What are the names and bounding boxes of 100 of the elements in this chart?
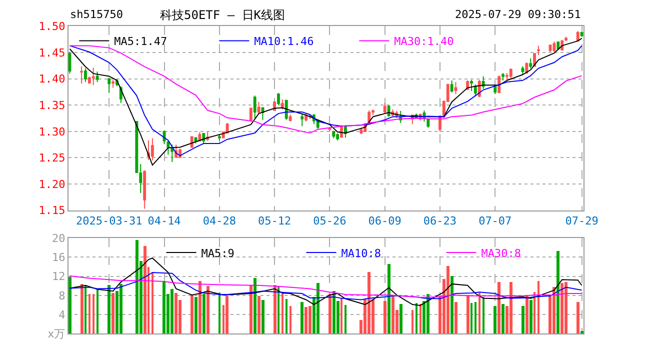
text: 2025-07-29 09:30:51 [455, 8, 581, 21]
y-tick-label: 1.35 [38, 98, 66, 112]
candlestick [300, 113, 304, 127]
chart-subtitle: sh515750 [70, 8, 123, 21]
x-tick-label: 05-26 [313, 214, 346, 228]
bar [281, 293, 284, 334]
candlestick [556, 40, 560, 50]
candlestick [190, 136, 194, 148]
bar [446, 266, 450, 334]
bar [304, 307, 308, 334]
bar [387, 264, 390, 334]
candlestick [560, 39, 564, 51]
bar [308, 306, 312, 334]
bar [206, 286, 210, 334]
bar [194, 297, 198, 334]
bar [249, 285, 252, 334]
bar [529, 300, 532, 334]
bar [111, 293, 114, 334]
candlestick [470, 79, 473, 92]
y-tick-label: 1.45 [38, 46, 66, 60]
bar [482, 297, 484, 334]
bar [560, 283, 564, 334]
candlestick [108, 77, 111, 94]
bar [300, 302, 304, 334]
y-tick-label: 1.20 [38, 178, 66, 191]
bar [501, 304, 504, 334]
bar [525, 295, 528, 334]
legend-label: MA5:9 [201, 246, 234, 260]
bar [88, 294, 90, 334]
bar [497, 282, 500, 334]
legend-label: MA10:1.46 [254, 35, 314, 48]
candlestick [84, 68, 87, 82]
x-tick-label: 04-28 [202, 214, 236, 228]
candlestick [498, 75, 501, 94]
candlestick [80, 66, 84, 84]
candlestick [360, 127, 363, 135]
bar [564, 282, 568, 334]
candlestick [494, 84, 497, 95]
y-tick-label: 1.30 [38, 125, 66, 138]
bar [450, 276, 454, 334]
bar [218, 293, 220, 334]
candlestick [502, 72, 504, 81]
candlestick [288, 114, 292, 122]
bar [68, 277, 72, 334]
legend-label: MA10:8 [341, 246, 381, 260]
y-tick-label: x万 [48, 328, 66, 341]
x-tick-label: 04-14 [148, 214, 182, 228]
y-tick-label: 16 [52, 251, 66, 264]
bar [470, 303, 472, 334]
bar [253, 278, 256, 334]
bar [257, 296, 260, 334]
bar [344, 305, 346, 334]
candlestick [280, 98, 284, 110]
candlestick [68, 52, 72, 74]
candlestick [273, 100, 276, 112]
candlestick [257, 101, 260, 114]
bar [170, 289, 174, 334]
chart-title: 科技50ETF — 日K线图 [160, 8, 286, 22]
candlestick [336, 133, 340, 141]
candlestick [96, 70, 99, 82]
bar [509, 282, 512, 334]
bar [84, 285, 86, 334]
bar [202, 294, 206, 334]
bar [419, 304, 422, 334]
bar [533, 292, 536, 334]
candlestick [332, 130, 336, 139]
y-tick-label: 8 [58, 289, 66, 302]
x-tick-label: 07-07 [478, 214, 512, 228]
legend-label: MA5:1.47 [114, 35, 168, 48]
candlestick [112, 79, 115, 88]
bar [92, 294, 94, 334]
candlestick [525, 62, 528, 74]
bar [190, 295, 194, 334]
bar [80, 284, 84, 334]
bar [198, 281, 202, 334]
bar [285, 299, 288, 334]
bar [521, 306, 524, 334]
legend-label: MA30:8 [481, 246, 521, 260]
candlestick [249, 107, 252, 122]
candlestick [529, 58, 532, 69]
bar [556, 251, 560, 334]
bar [399, 304, 402, 334]
bar [415, 303, 418, 334]
candlestick [284, 99, 288, 120]
candlestick [474, 84, 477, 97]
bar [96, 289, 98, 334]
candlestick [576, 30, 580, 42]
y-tick-label: 12 [52, 270, 66, 284]
y-tick-label: 4 [58, 308, 66, 322]
y-tick-label: 1.25 [38, 152, 66, 165]
bar [174, 293, 178, 334]
bar [316, 283, 320, 334]
candlestick [537, 45, 540, 56]
candlestick [564, 36, 568, 42]
bar [261, 300, 264, 334]
candlestick [505, 72, 508, 81]
bar [426, 294, 430, 334]
bar [289, 306, 292, 334]
candlestick [150, 138, 154, 161]
candlestick [304, 114, 308, 122]
